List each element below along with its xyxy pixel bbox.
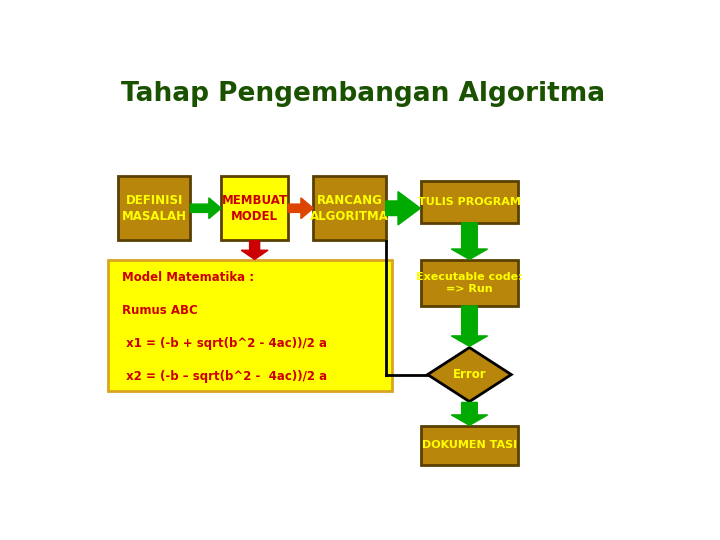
FancyArrow shape bbox=[386, 192, 420, 225]
Text: MEMBUAT
MODEL: MEMBUAT MODEL bbox=[222, 194, 288, 223]
FancyBboxPatch shape bbox=[420, 426, 518, 465]
FancyBboxPatch shape bbox=[313, 176, 386, 240]
Text: DOKUMEN TASI: DOKUMEN TASI bbox=[422, 440, 517, 450]
Text: RANCANG
ALGORITMA: RANCANG ALGORITMA bbox=[310, 194, 389, 223]
Text: Error: Error bbox=[453, 368, 486, 381]
Text: Model Matematika :: Model Matematika : bbox=[122, 271, 254, 284]
FancyBboxPatch shape bbox=[108, 260, 392, 391]
Text: TULIS PROGRAM: TULIS PROGRAM bbox=[418, 197, 521, 207]
FancyArrow shape bbox=[241, 241, 268, 259]
Text: DEFINISI
MASALAH: DEFINISI MASALAH bbox=[122, 194, 186, 223]
Text: Rumus ABC: Rumus ABC bbox=[122, 304, 197, 317]
FancyArrow shape bbox=[190, 198, 221, 219]
FancyBboxPatch shape bbox=[221, 176, 288, 240]
Text: Tahap Pengembangan Algoritma: Tahap Pengembangan Algoritma bbox=[121, 82, 605, 107]
Polygon shape bbox=[428, 348, 511, 402]
Text: x2 = (-b – sqrt(b^2 -  4ac))/2 a: x2 = (-b – sqrt(b^2 - 4ac))/2 a bbox=[122, 370, 327, 383]
FancyBboxPatch shape bbox=[118, 176, 190, 240]
FancyBboxPatch shape bbox=[420, 181, 518, 223]
FancyArrow shape bbox=[451, 306, 487, 346]
Text: Executable code:
=> Run: Executable code: => Run bbox=[416, 272, 523, 294]
FancyArrow shape bbox=[451, 223, 487, 259]
FancyBboxPatch shape bbox=[420, 260, 518, 306]
FancyArrow shape bbox=[288, 198, 313, 219]
Text: x1 = (-b + sqrt(b^2 - 4ac))/2 a: x1 = (-b + sqrt(b^2 - 4ac))/2 a bbox=[122, 337, 327, 350]
FancyArrow shape bbox=[451, 402, 487, 426]
